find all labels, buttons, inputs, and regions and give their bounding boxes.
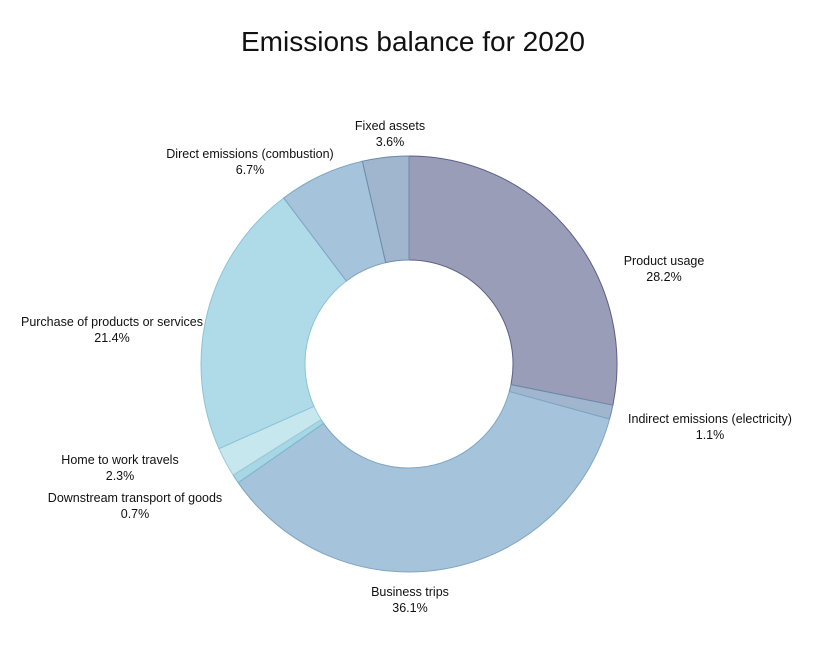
slice-label-indirect-emissions-electricity: Indirect emissions (electricity) — [628, 412, 792, 426]
slice-purchase-of-products-or-services — [200, 197, 348, 450]
slice-product-usage — [408, 155, 618, 406]
slice-value-direct-emissions-combustion: 6.7% — [236, 163, 265, 177]
slice-fixed-assets — [361, 155, 410, 264]
slice-label-downstream-transport-of-goods: Downstream transport of goods — [48, 491, 222, 505]
slice-label-home-to-work-travels: Home to work travels — [61, 453, 178, 467]
slice-value-fixed-assets: 3.6% — [376, 135, 405, 149]
slice-value-product-usage: 28.2% — [646, 270, 681, 284]
slice-label-direct-emissions-combustion: Direct emissions (combustion) — [166, 147, 333, 161]
slice-value-home-to-work-travels: 2.3% — [106, 469, 135, 483]
slice-value-indirect-emissions-electricity: 1.1% — [696, 428, 725, 442]
slice-business-trips — [237, 390, 611, 573]
slice-value-purchase-of-products-or-services: 21.4% — [94, 331, 129, 345]
slice-label-product-usage: Product usage — [624, 254, 705, 268]
slice-label-purchase-of-products-or-services: Purchase of products or services — [21, 315, 203, 329]
slice-value-downstream-transport-of-goods: 0.7% — [121, 507, 150, 521]
chart-title: Emissions balance for 2020 — [241, 26, 585, 57]
labels-group: Product usage 28.2% Indirect emissions (el… — [21, 119, 792, 615]
slices-group — [200, 155, 618, 573]
slice-label-fixed-assets: Fixed assets — [355, 119, 425, 133]
slice-value-business-trips: 36.1% — [392, 601, 427, 615]
slice-label-business-trips: Business trips — [371, 585, 449, 599]
